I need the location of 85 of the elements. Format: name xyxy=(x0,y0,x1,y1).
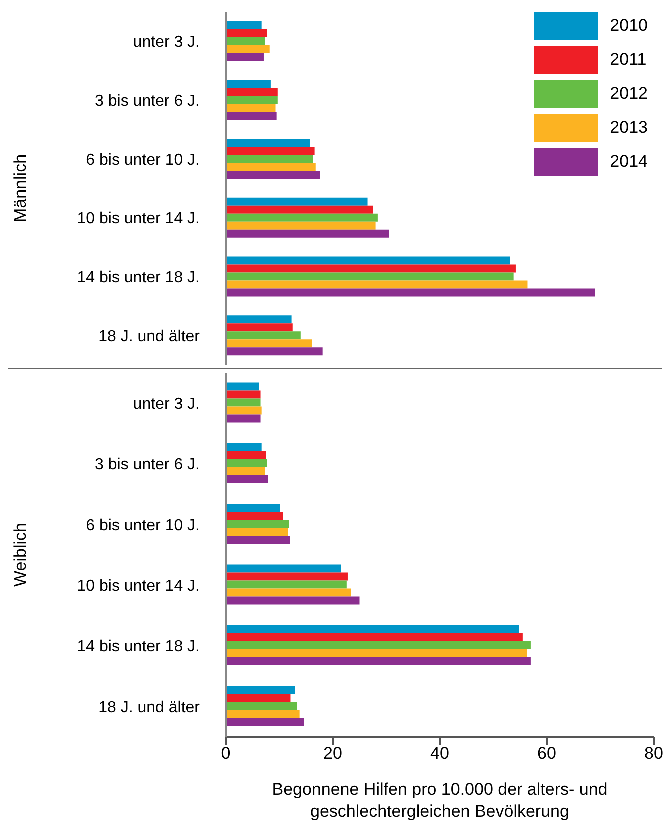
bar xyxy=(226,718,304,726)
y-tick-label: 3 bis unter 6 J. xyxy=(95,456,200,474)
y-tick-label: 18 J. und älter xyxy=(98,699,201,716)
bar xyxy=(226,45,270,54)
bar xyxy=(226,88,278,96)
bar xyxy=(226,625,520,634)
bar xyxy=(226,451,266,460)
bar xyxy=(226,264,516,273)
y-tick-label: 10 bis unter 14 J. xyxy=(77,210,200,228)
x-axis-title: Begonnene Hilfen pro 10.000 der alters- und geschlechtergleichen Bevölkerung xyxy=(271,779,609,823)
y-tick-label: 14 bis unter 18 J. xyxy=(77,638,200,656)
bar xyxy=(226,459,268,468)
bar xyxy=(226,272,514,281)
bar xyxy=(226,475,268,484)
bar xyxy=(226,536,290,544)
y-axis-title: Weiblich xyxy=(11,523,30,587)
bar xyxy=(226,139,310,148)
bar xyxy=(226,641,531,650)
bar xyxy=(226,398,261,407)
bar xyxy=(226,348,323,356)
bar xyxy=(226,206,374,214)
bar xyxy=(226,588,352,597)
y-tick-label: unter 3 J. xyxy=(133,34,200,52)
legend-label: 2013 xyxy=(610,118,648,138)
bar xyxy=(226,316,292,324)
bar xyxy=(226,288,596,297)
bar xyxy=(226,198,368,206)
bar xyxy=(226,256,510,265)
legend-label: 2011 xyxy=(610,50,647,70)
bar xyxy=(226,694,291,702)
bar xyxy=(226,112,277,120)
bar xyxy=(226,520,290,528)
legend-label: 2010 xyxy=(610,16,648,36)
bar xyxy=(226,382,260,391)
bar xyxy=(226,390,261,399)
x-tick-label: 60 xyxy=(538,744,556,764)
bar xyxy=(226,443,262,452)
bar xyxy=(226,29,268,38)
bar xyxy=(226,96,278,104)
bar xyxy=(226,163,316,172)
bar xyxy=(226,406,262,415)
legend-label: 2012 xyxy=(610,84,648,104)
bar xyxy=(226,171,320,180)
legend-label: 2014 xyxy=(610,152,648,172)
bar xyxy=(226,280,528,289)
bar xyxy=(226,702,298,710)
bar xyxy=(226,332,301,340)
bar xyxy=(226,230,390,238)
bar xyxy=(226,340,312,348)
y-tick-label: 3 bis unter 6 J. xyxy=(95,92,200,110)
bar xyxy=(226,649,528,658)
x-tick-label: 80 xyxy=(644,744,664,764)
y-tick-label: 6 bis unter 10 J. xyxy=(86,152,200,169)
bar xyxy=(226,512,284,520)
bar xyxy=(226,596,360,605)
bar xyxy=(226,528,288,536)
y-tick-label: unter 3 J. xyxy=(133,396,200,414)
bar xyxy=(226,564,342,573)
bar xyxy=(226,80,271,88)
x-tick-label: 40 xyxy=(430,744,450,764)
bar xyxy=(226,53,264,62)
x-tick-label: 0 xyxy=(221,744,231,764)
y-tick-label: 10 bis unter 14 J. xyxy=(77,578,200,596)
bar xyxy=(226,710,300,718)
y-tick-label: 14 bis unter 18 J. xyxy=(77,269,200,286)
bar xyxy=(226,222,376,230)
bar xyxy=(226,686,296,694)
bar xyxy=(226,155,314,164)
bar xyxy=(226,324,293,332)
bar xyxy=(226,214,378,222)
x-tick-label: 20 xyxy=(324,744,342,764)
bar xyxy=(226,657,531,666)
y-axis-title: Männlich xyxy=(11,154,30,223)
bar xyxy=(226,147,315,156)
y-tick-label: 6 bis unter 10 J. xyxy=(86,517,200,534)
bar xyxy=(226,572,348,581)
bar xyxy=(226,467,266,476)
bar xyxy=(226,504,280,512)
bar xyxy=(226,104,276,112)
bar xyxy=(226,633,523,642)
bar xyxy=(226,414,261,423)
bar xyxy=(226,21,262,30)
bar xyxy=(226,37,266,46)
y-tick-label: 18 J. und älter xyxy=(98,328,201,346)
bar xyxy=(226,580,347,589)
